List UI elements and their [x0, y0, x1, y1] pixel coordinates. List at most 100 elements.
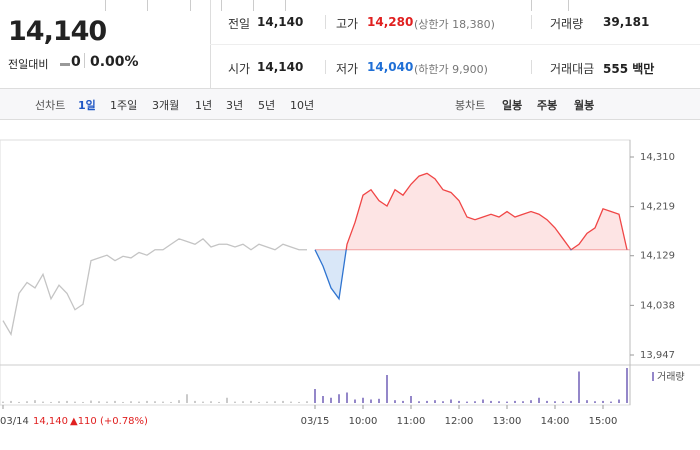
volume-bar — [146, 400, 148, 403]
x-tick-label: 03/14 — [0, 416, 29, 427]
change-pct: 0.00% — [90, 54, 139, 70]
volume-bar — [554, 401, 556, 403]
area — [315, 173, 627, 299]
candle-chart-label: 봉차트 — [455, 99, 486, 112]
stat-note: (상한가 18,380) — [414, 18, 495, 31]
stat-value: 14,140 — [257, 15, 304, 29]
price-line — [2, 237, 307, 337]
separator — [221, 0, 222, 11]
period-button[interactable]: 5년 — [258, 99, 276, 112]
volume-bar — [58, 401, 60, 403]
volume-bar — [578, 371, 580, 403]
volume-bar — [514, 400, 516, 403]
period-button[interactable]: 10년 — [290, 99, 315, 112]
period-button[interactable]: 1년 — [195, 99, 213, 112]
divider — [531, 15, 532, 29]
candle-button[interactable]: 주봉 — [537, 99, 558, 112]
volume-bar — [130, 401, 132, 403]
volume-bar — [474, 401, 476, 403]
x-tick-label: 15:00 — [589, 416, 618, 427]
divider — [210, 44, 700, 45]
separator — [147, 0, 148, 11]
summary-price: 14,140 — [33, 416, 68, 427]
candle-button[interactable]: 일봉 — [502, 99, 523, 112]
volume-bar — [226, 397, 228, 403]
change-label: 전일대비 — [8, 58, 49, 71]
separator — [105, 0, 106, 11]
volume-bar — [466, 401, 468, 403]
volume-bar — [210, 401, 212, 403]
volume-bar — [498, 401, 500, 403]
x-tick-label: 13:00 — [493, 416, 522, 427]
volume-bar — [442, 401, 444, 403]
volume-bar — [66, 400, 68, 403]
volume-bar — [538, 397, 540, 403]
volume-bar — [594, 401, 596, 403]
stat-label: 거래대금 — [550, 62, 595, 76]
volume-bar — [266, 401, 268, 403]
volume-bar — [570, 400, 572, 403]
volume-bar — [610, 401, 612, 403]
separator — [253, 0, 254, 11]
stat-note: (하한가 9,900) — [414, 63, 488, 76]
volume-bar — [410, 396, 412, 403]
volume-bar — [42, 401, 44, 403]
line-chart-label: 선차트 — [35, 99, 66, 112]
volume-bar — [274, 401, 276, 403]
volume-bar — [18, 401, 20, 403]
candle-button[interactable]: 월봉 — [574, 99, 595, 112]
volume-bar — [506, 401, 508, 403]
x-tick-label: 11:00 — [397, 416, 426, 427]
volume-bar — [178, 400, 180, 403]
volume-bar — [426, 400, 428, 403]
stat-value: 14,280 — [367, 15, 414, 29]
period-button[interactable]: 1주일 — [110, 99, 138, 112]
volume-bar — [618, 399, 620, 403]
volume-bar — [106, 401, 108, 403]
volume-bar — [170, 401, 172, 403]
volume-bar — [330, 397, 332, 403]
volume-bar — [522, 401, 524, 403]
volume-bar — [314, 389, 316, 403]
separator — [531, 0, 532, 11]
period-button[interactable]: 1일 — [78, 99, 96, 112]
price-line — [314, 172, 628, 301]
volume-bar — [354, 399, 356, 403]
volume-bar — [98, 401, 100, 403]
legend-label: 거래량 — [657, 371, 685, 383]
period-button[interactable]: 3개월 — [152, 99, 180, 112]
y-tick-label: 14,129 — [640, 251, 675, 262]
volume-bar — [90, 400, 92, 403]
divider — [325, 60, 326, 74]
x-tick-label: 10:00 — [349, 416, 378, 427]
volume-bar — [298, 401, 300, 403]
volume-bar — [10, 400, 12, 403]
volume-bar — [2, 401, 4, 403]
volume-bar — [242, 401, 244, 403]
volume-bar — [434, 400, 436, 403]
stat-label: 고가 — [336, 17, 359, 31]
separator — [568, 0, 569, 11]
volume-bar — [162, 401, 164, 403]
separator — [285, 0, 286, 11]
volume-bar — [394, 400, 396, 403]
volume-bar — [530, 400, 532, 403]
volume-bar — [370, 399, 372, 403]
volume-bar — [626, 368, 628, 403]
volume-bar — [418, 401, 420, 403]
volume-bar — [282, 400, 284, 403]
separator — [190, 0, 191, 11]
volume-bar — [482, 399, 484, 403]
volume-bar — [378, 398, 380, 403]
volume-bar — [194, 400, 196, 403]
volume-bar — [258, 401, 260, 403]
stat-value: 14,140 — [257, 60, 304, 74]
change: 0 — [71, 54, 81, 70]
stat-value: 555 백만 — [603, 62, 655, 76]
volume-bar — [490, 400, 492, 403]
volume-bar — [458, 400, 460, 403]
volume-bar — [562, 401, 564, 403]
period-button[interactable]: 3년 — [226, 99, 244, 112]
volume-bar — [186, 394, 188, 403]
